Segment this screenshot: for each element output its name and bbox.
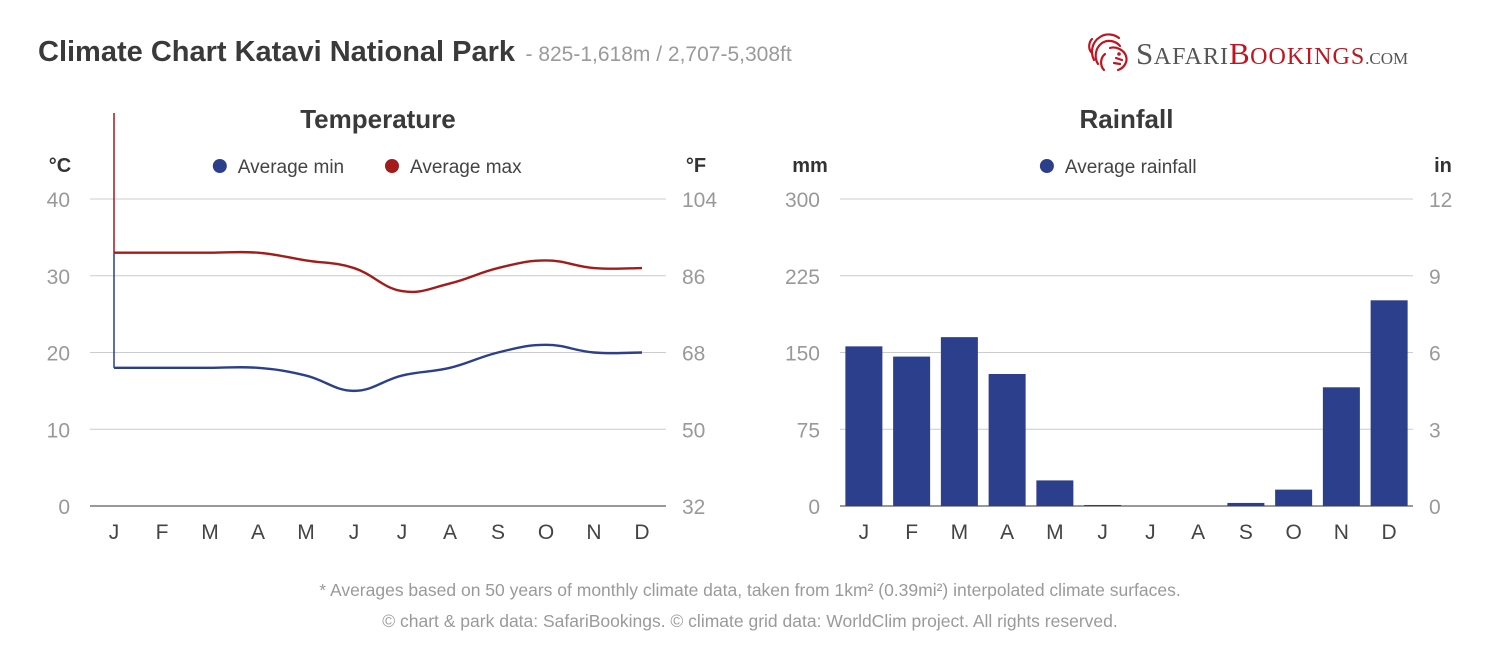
left-axis-unit: °C xyxy=(49,155,71,177)
x-tick-label: J xyxy=(859,521,870,544)
x-tick-label: M xyxy=(951,521,969,544)
y-tick-label-left: 40 xyxy=(47,189,70,212)
rainfall-bar xyxy=(940,337,978,506)
x-tick-label: F xyxy=(156,521,169,544)
y-tick-label-left: 300 xyxy=(785,189,820,212)
rainfall-bar xyxy=(1084,504,1122,506)
x-tick-label: A xyxy=(443,521,457,544)
safaribookings-logo[interactable]: SAFARIBOOKINGS.COM xyxy=(1086,28,1466,78)
legend-marker xyxy=(212,159,227,173)
x-tick-label: M xyxy=(297,521,315,544)
x-tick-label: J xyxy=(349,521,360,544)
x-tick-label: S xyxy=(491,521,505,544)
y-tick-label-right: 12 xyxy=(1429,189,1452,212)
y-tick-label-right: 86 xyxy=(682,266,705,289)
series-line xyxy=(114,343,643,393)
temperature-chart: Temperature °C °F 0 32 10 50 20 68 30 86 40 104 J F M A M… xyxy=(47,104,718,544)
y-tick-label-right: 50 xyxy=(682,419,705,442)
x-tick-label: A xyxy=(1000,521,1014,544)
x-tick-label: F xyxy=(905,521,918,544)
x-tick-label: M xyxy=(201,521,219,544)
lion-head-icon xyxy=(1088,33,1128,72)
x-tick-label: O xyxy=(538,521,554,544)
y-tick-label-left: 150 xyxy=(785,343,820,366)
y-tick-label-right: 9 xyxy=(1429,266,1441,289)
chart-title: Rainfall xyxy=(1080,104,1174,134)
series-line xyxy=(114,250,643,294)
x-tick-label: A xyxy=(251,521,265,544)
y-tick-label-left: 0 xyxy=(58,496,70,519)
footer-note: * Averages based on 50 years of monthly … xyxy=(319,580,1181,600)
x-tick-label: J xyxy=(109,521,120,544)
rainfall-chart: Rainfall mm in 0 0 75 3 150 6 225 9 300 12 J F M A M J J A S O… xyxy=(785,104,1452,544)
y-tick-label-left: 75 xyxy=(797,419,820,442)
x-tick-label: N xyxy=(586,521,601,544)
rainfall-bar xyxy=(988,373,1026,506)
y-tick-label-right: 104 xyxy=(682,189,717,212)
rainfall-bar xyxy=(893,356,931,506)
x-tick-label: D xyxy=(634,521,649,544)
x-tick-label: D xyxy=(1382,521,1397,544)
rainfall-bar xyxy=(1275,489,1313,506)
page-subtitle: - 825-1,618m / 2,707-5,308ft xyxy=(525,43,792,66)
x-tick-label: O xyxy=(1285,521,1301,544)
chart-header: Climate Chart Katavi National Park - 825… xyxy=(38,36,792,69)
rainfall-bar xyxy=(1370,300,1408,506)
legend-label: Average max xyxy=(410,157,522,178)
chart-title: Temperature xyxy=(300,104,456,134)
x-tick-label: J xyxy=(1097,521,1108,544)
legend-label: Average min xyxy=(238,157,344,178)
right-axis-unit: °F xyxy=(686,155,706,177)
logo-initial-b: B xyxy=(1228,36,1251,71)
y-tick-label-right: 0 xyxy=(1429,496,1441,519)
legend-marker xyxy=(385,159,399,173)
y-tick-label-right: 32 xyxy=(682,496,705,519)
footer-credits: © chart & park data: SafariBookings. © c… xyxy=(382,611,1118,631)
x-tick-label: A xyxy=(1191,521,1205,544)
y-tick-label-right: 68 xyxy=(682,343,705,366)
x-tick-label: J xyxy=(397,521,408,544)
y-tick-label-right: 3 xyxy=(1429,419,1441,442)
rainfall-bar xyxy=(1227,502,1265,506)
left-axis-unit: mm xyxy=(792,155,828,177)
x-tick-label: M xyxy=(1046,521,1064,544)
legend-label: Average rainfall xyxy=(1065,157,1197,178)
logo-text-afari: AFARI xyxy=(1153,44,1229,70)
page-title: Climate Chart Katavi National Park xyxy=(38,36,516,68)
x-tick-label: S xyxy=(1239,521,1253,544)
rainfall-bar xyxy=(845,346,883,506)
y-tick-label-left: 20 xyxy=(47,343,70,366)
legend-marker xyxy=(1039,159,1054,173)
x-tick-label: J xyxy=(1145,521,1156,544)
logo-wordmark: SAFARIBOOKINGS.COM xyxy=(1136,36,1408,72)
rainfall-bar xyxy=(1322,387,1360,506)
x-tick-label: N xyxy=(1334,521,1349,544)
logo-initial-s: S xyxy=(1136,36,1154,71)
y-tick-label-left: 10 xyxy=(47,419,70,442)
rainfall-bar xyxy=(1036,480,1074,506)
right-axis-unit: in xyxy=(1434,155,1452,177)
logo-text-com: .COM xyxy=(1365,49,1409,68)
logo-text-ookings: OOKINGS xyxy=(1250,44,1366,70)
y-tick-label-left: 225 xyxy=(785,266,820,289)
y-tick-label-right: 6 xyxy=(1429,343,1441,366)
y-tick-label-left: 0 xyxy=(808,496,820,519)
y-tick-label-left: 30 xyxy=(47,266,70,289)
